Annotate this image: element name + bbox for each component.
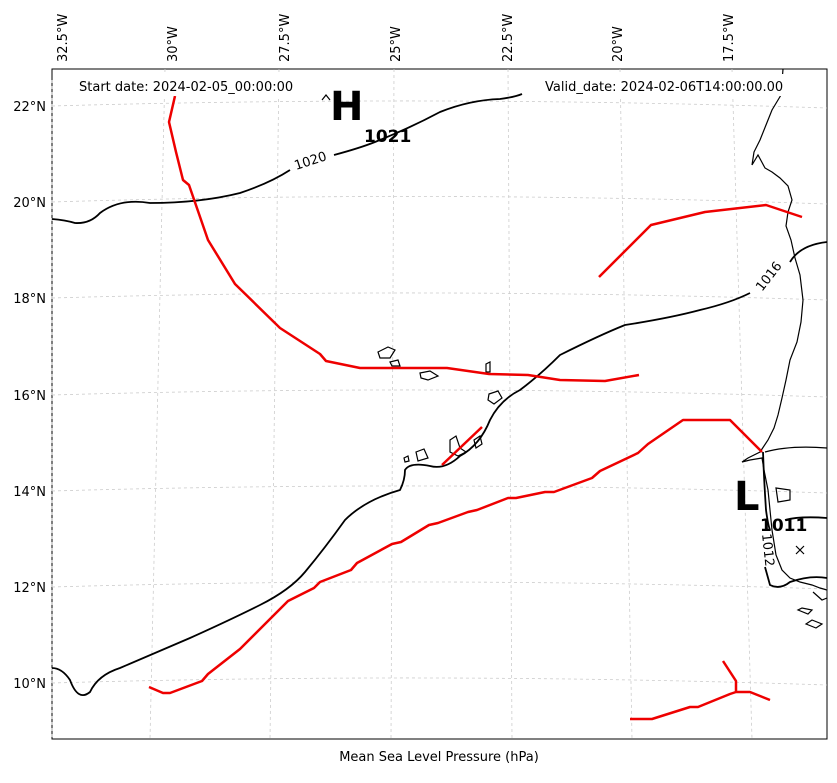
cape-verde-island: [487, 390, 503, 405]
cape-verde-island: [473, 435, 483, 449]
lat-tick-label: 10°N: [13, 677, 46, 692]
coast-estuary: [775, 487, 791, 503]
low-center-cross-icon: [795, 545, 805, 555]
lon-tick-label: 30°W: [166, 26, 181, 62]
isobar-1012-branch: [784, 516, 828, 521]
map-caption: Mean Sea Level Pressure (hPa): [339, 750, 539, 765]
coast-inlet: [764, 446, 828, 453]
lat-tick-label: 14°N: [13, 485, 46, 500]
longitude-tick-labels: 32.5°W 30°W 27.5°W 25°W 22.5°W 20°W 17.5…: [56, 14, 737, 62]
africa-coastline: [741, 68, 828, 591]
lon-tick-label: 32.5°W: [56, 14, 71, 62]
isobar-1020: [51, 93, 523, 224]
map-frame: [51, 68, 828, 740]
high-marker-icon: [321, 94, 331, 101]
cape-verde-island: [419, 370, 440, 381]
graticule: [51, 68, 828, 740]
front-northeast: [598, 203, 803, 278]
lon-tick-label: 27.5°W: [278, 14, 293, 62]
coastlines: [377, 68, 828, 629]
isobars: [51, 93, 828, 696]
coast-island: [804, 619, 824, 629]
lat-tick-label: 20°N: [13, 196, 46, 211]
meridian-27-5w: [269, 68, 280, 740]
lat-tick-label: 16°N: [13, 389, 46, 404]
coast-island: [812, 591, 828, 601]
low-pressure-value: 1011: [760, 516, 807, 536]
high-pressure-value: 1021: [364, 127, 411, 147]
lat-tick-label: 18°N: [13, 292, 46, 307]
pressure-center-high: H 1021: [321, 84, 411, 147]
parallel-22n: [51, 100, 828, 109]
lon-tick-label: 22.5°W: [501, 14, 516, 62]
coast-island: [796, 607, 814, 615]
parallel-10n: [51, 677, 828, 686]
start-date-backing: [74, 74, 314, 96]
meridian-22-5w: [507, 68, 513, 740]
isobar-1012: [762, 451, 828, 588]
meridian-25w: [390, 68, 395, 740]
valid-date-label: Valid_date: 2024-02-06T14:00:00.00: [545, 80, 783, 95]
isobar-label: 1012: [758, 533, 776, 567]
lon-tick-label: 25°W: [389, 26, 404, 62]
fronts: [148, 95, 803, 721]
lon-tick-label: 20°W: [611, 26, 626, 62]
lon-tick-label: 17.5°W: [722, 14, 737, 62]
meridian-17-5w: [731, 68, 753, 740]
front-southeast: [630, 660, 771, 721]
lat-tick-label: 12°N: [13, 581, 46, 596]
pressure-center-low: L 1011: [734, 474, 807, 555]
front-short-segment: [441, 426, 483, 466]
parallel-16n: [51, 389, 828, 398]
meridian-20w: [619, 68, 633, 740]
isobar-1016: [51, 241, 828, 696]
front-trough-north: [167, 95, 640, 383]
parallel-18n: [51, 292, 828, 301]
cape-verde-island: [485, 361, 491, 373]
latitude-tick-labels: 22°N 20°N 18°N 16°N 14°N 12°N 10°N: [13, 100, 46, 692]
parallel-14n: [51, 485, 828, 494]
lat-tick-label: 22°N: [13, 100, 46, 115]
front-southwest: [148, 418, 763, 695]
valid-date-backing: [540, 74, 805, 96]
low-pressure-symbol: L: [734, 474, 760, 520]
cape-verde-island: [389, 359, 401, 367]
parallel-12n: [51, 581, 828, 590]
start-date-label: Start date: 2024-02-05_00:00:00: [79, 80, 293, 95]
cape-verde-island: [377, 346, 396, 359]
meridian-30w: [149, 68, 166, 740]
high-pressure-symbol: H: [330, 84, 363, 130]
cape-verde-island: [415, 448, 429, 462]
cape-verde-island: [403, 455, 410, 463]
parallel-20n: [51, 196, 828, 205]
